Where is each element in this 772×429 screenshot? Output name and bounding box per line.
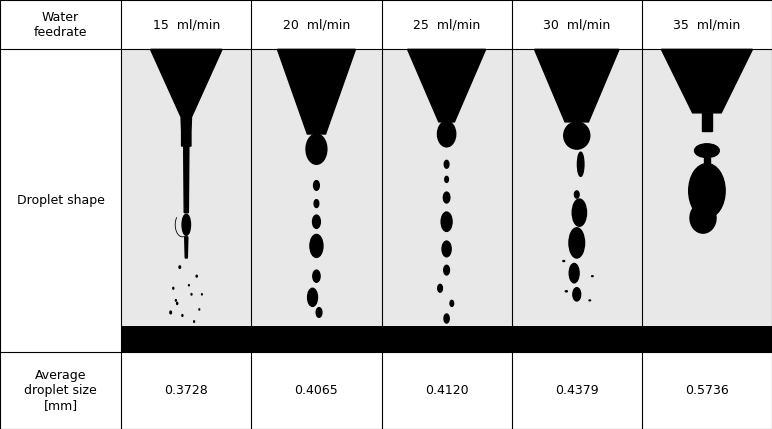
Text: Droplet shape: Droplet shape bbox=[17, 194, 104, 207]
Text: 25  ml/min: 25 ml/min bbox=[413, 18, 480, 31]
Ellipse shape bbox=[445, 176, 449, 182]
Ellipse shape bbox=[450, 300, 454, 306]
Circle shape bbox=[565, 291, 567, 292]
Polygon shape bbox=[662, 49, 753, 113]
Bar bbox=[252, 49, 381, 352]
Bar bbox=[512, 326, 642, 352]
Polygon shape bbox=[184, 146, 189, 213]
Text: Water
feedrate: Water feedrate bbox=[34, 11, 87, 39]
Polygon shape bbox=[185, 237, 188, 258]
Ellipse shape bbox=[444, 314, 449, 323]
Ellipse shape bbox=[573, 288, 581, 301]
Polygon shape bbox=[534, 49, 619, 122]
Ellipse shape bbox=[188, 284, 189, 286]
Ellipse shape bbox=[690, 203, 716, 233]
Ellipse shape bbox=[572, 199, 587, 226]
Text: 30  ml/min: 30 ml/min bbox=[543, 18, 611, 31]
Ellipse shape bbox=[313, 215, 320, 228]
Ellipse shape bbox=[443, 192, 450, 203]
Polygon shape bbox=[408, 49, 486, 122]
Ellipse shape bbox=[177, 302, 178, 305]
Ellipse shape bbox=[170, 311, 171, 314]
Polygon shape bbox=[151, 49, 222, 146]
Ellipse shape bbox=[564, 122, 590, 149]
Text: 35  ml/min: 35 ml/min bbox=[673, 18, 740, 31]
Polygon shape bbox=[277, 49, 355, 134]
Ellipse shape bbox=[569, 263, 579, 283]
Text: 0.5736: 0.5736 bbox=[685, 384, 729, 397]
Text: Average
droplet size
[mm]: Average droplet size [mm] bbox=[24, 369, 97, 412]
Bar bbox=[642, 326, 772, 352]
Ellipse shape bbox=[173, 287, 174, 289]
Text: 15  ml/min: 15 ml/min bbox=[153, 18, 220, 31]
Ellipse shape bbox=[317, 308, 322, 317]
Ellipse shape bbox=[313, 270, 320, 282]
Text: 20  ml/min: 20 ml/min bbox=[283, 18, 350, 31]
Ellipse shape bbox=[444, 160, 449, 168]
Ellipse shape bbox=[179, 266, 181, 268]
Ellipse shape bbox=[191, 293, 192, 295]
Bar bbox=[512, 49, 642, 352]
Text: 0.3728: 0.3728 bbox=[164, 384, 208, 397]
Ellipse shape bbox=[442, 241, 451, 257]
Ellipse shape bbox=[194, 321, 195, 322]
Bar bbox=[121, 326, 252, 352]
Ellipse shape bbox=[182, 314, 183, 317]
Text: 0.4120: 0.4120 bbox=[425, 384, 469, 397]
Ellipse shape bbox=[441, 212, 452, 231]
Ellipse shape bbox=[313, 181, 320, 190]
Ellipse shape bbox=[314, 199, 319, 208]
Bar bbox=[642, 49, 772, 352]
Circle shape bbox=[695, 144, 720, 157]
Ellipse shape bbox=[306, 134, 327, 164]
Circle shape bbox=[589, 300, 591, 301]
Text: 0.4379: 0.4379 bbox=[555, 384, 598, 397]
Ellipse shape bbox=[577, 152, 584, 176]
Ellipse shape bbox=[199, 309, 200, 310]
Polygon shape bbox=[704, 157, 710, 169]
Bar bbox=[381, 326, 512, 352]
Ellipse shape bbox=[438, 121, 455, 147]
Ellipse shape bbox=[438, 284, 442, 292]
Bar bbox=[121, 49, 252, 352]
Circle shape bbox=[591, 276, 593, 277]
Ellipse shape bbox=[689, 163, 725, 218]
Text: 0.4065: 0.4065 bbox=[295, 384, 338, 397]
Ellipse shape bbox=[444, 265, 449, 275]
Ellipse shape bbox=[196, 275, 198, 277]
Polygon shape bbox=[702, 113, 712, 131]
Circle shape bbox=[563, 260, 564, 262]
Ellipse shape bbox=[175, 299, 176, 301]
Ellipse shape bbox=[569, 228, 584, 258]
Bar bbox=[381, 49, 512, 352]
Bar bbox=[252, 326, 381, 352]
Ellipse shape bbox=[310, 234, 323, 257]
Ellipse shape bbox=[182, 214, 191, 236]
Ellipse shape bbox=[307, 288, 317, 306]
Ellipse shape bbox=[574, 191, 579, 198]
